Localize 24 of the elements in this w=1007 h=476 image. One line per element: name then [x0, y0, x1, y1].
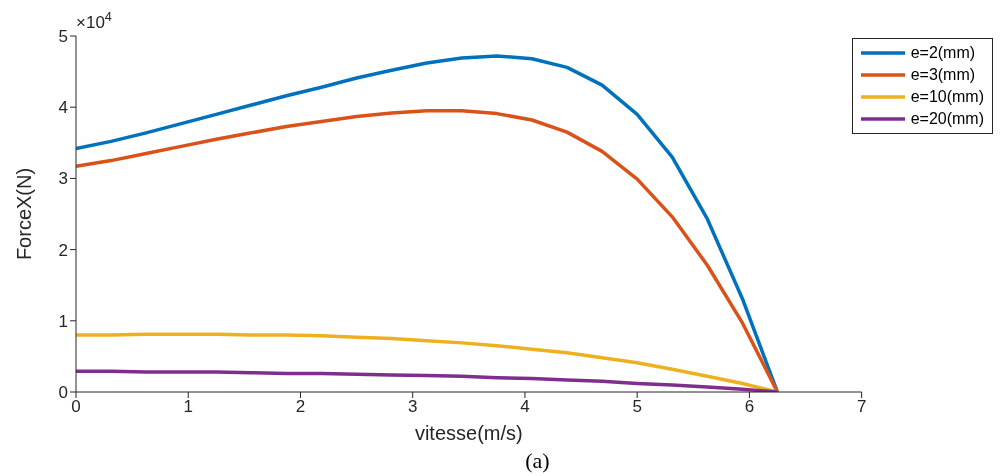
- x-tick-label: 5: [632, 397, 642, 417]
- text: ×10$^{4}$: [76, 8, 112, 32]
- x-tick-label: 2: [295, 397, 306, 417]
- y-tick-label: 0: [58, 383, 68, 403]
- text: (a): [524, 448, 551, 474]
- legend-label: e=10(mm): [910, 88, 984, 106]
- line-series: [76, 369, 780, 392]
- y-tick-label: 1: [58, 311, 68, 331]
- legend-label: e=20(mm): [910, 110, 984, 128]
- x-axis-title: vitesse(m/s): [414, 422, 523, 444]
- x-tick-label: 4: [520, 397, 530, 417]
- x-tick-label: 7: [856, 397, 867, 417]
- y-tick-label: 3: [58, 169, 68, 189]
- legend-label: e=2(mm): [910, 44, 976, 62]
- x-tick-label: 1: [183, 397, 193, 417]
- y-tick-label: 4: [58, 98, 68, 118]
- line-series: [76, 109, 780, 392]
- x-tick-label: 6: [744, 397, 755, 417]
- y-tick-label: 2: [58, 240, 68, 260]
- y-tick-label: 5: [58, 27, 68, 47]
- y-axis-title: ForceX(N): [13, 167, 36, 261]
- legend-label: e=3(mm): [910, 66, 976, 84]
- x-tick-label: 3: [407, 397, 418, 417]
- x-tick-label: 0: [71, 397, 81, 417]
